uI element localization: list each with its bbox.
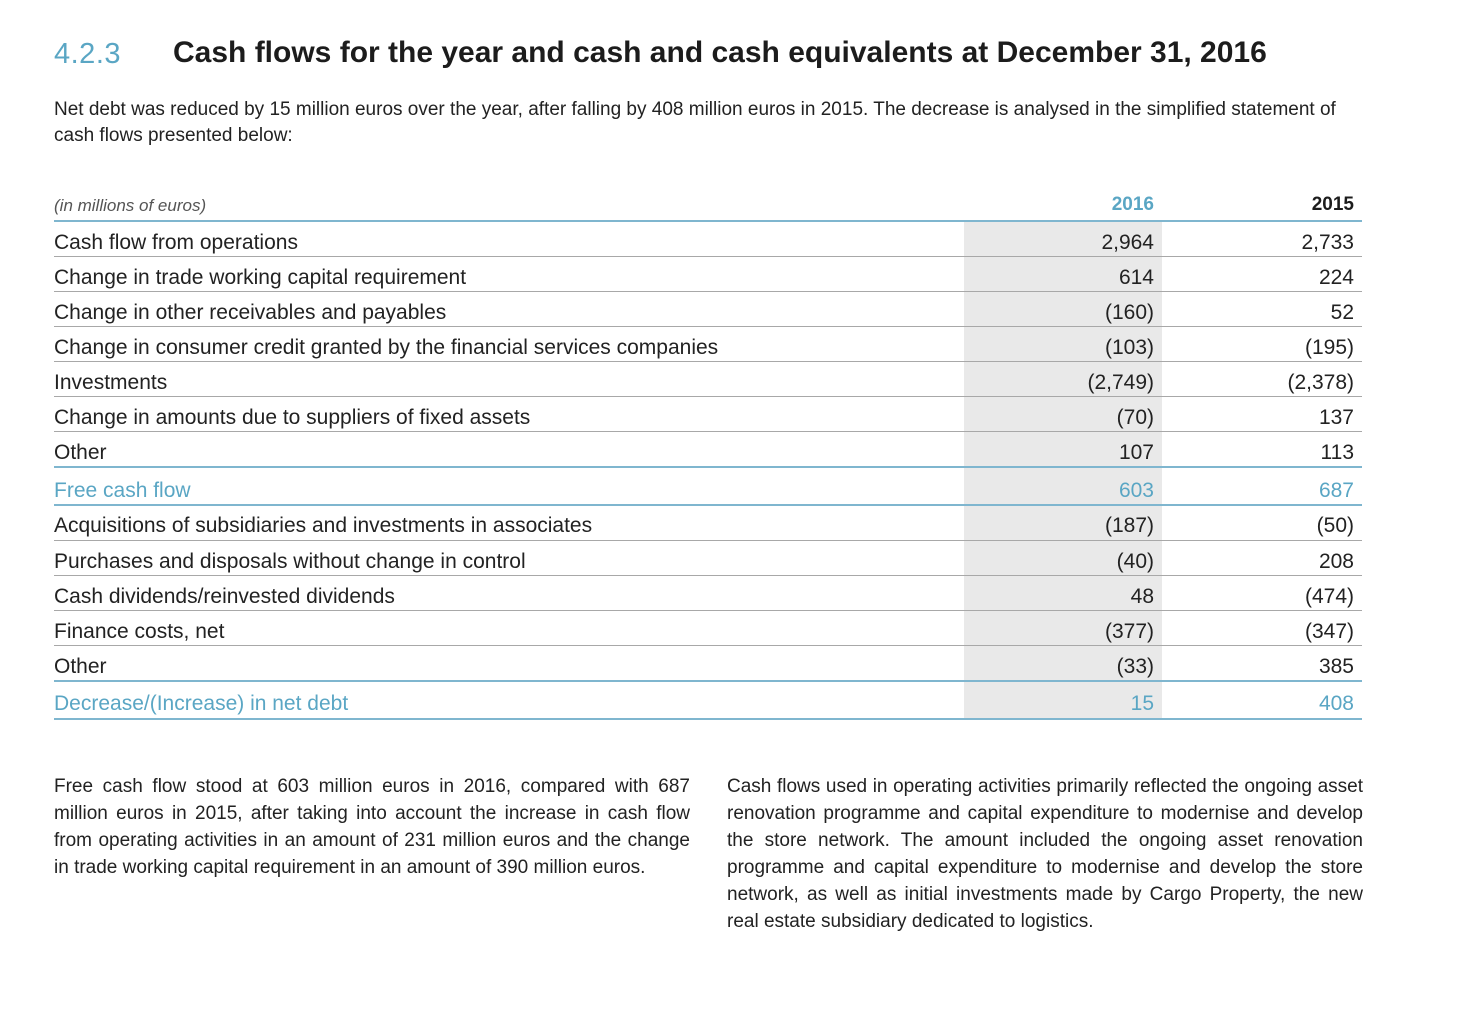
row-label: Purchases and disposals without change i…	[54, 550, 526, 573]
table-row: Change in amounts due to suppliers of fi…	[54, 397, 1362, 432]
row-label: Cash dividends/reinvested dividends	[54, 585, 395, 608]
commentary-left: Free cash flow stood at 603 million euro…	[54, 776, 690, 878]
row-value-2015: 52	[1330, 301, 1354, 324]
table-row: Purchases and disposals without change i…	[54, 541, 1362, 576]
row-value-2016: 603	[1118, 479, 1154, 502]
row-value-2016: (33)	[1116, 655, 1154, 678]
row-value-2016: (2,749)	[1087, 371, 1154, 394]
row-value-2016: 614	[1118, 266, 1154, 289]
row-label: Investments	[54, 371, 168, 394]
row-value-2015: (2,378)	[1287, 371, 1354, 394]
row-value-2016: (160)	[1104, 301, 1154, 324]
row-value-2015: (50)	[1316, 514, 1354, 537]
table-row: Acquisitions of subsidiaries and investm…	[54, 506, 1362, 541]
row-label: Decrease/(Increase) in net debt	[54, 692, 349, 715]
row-value-2015: 2,733	[1301, 231, 1354, 254]
row-label: Free cash flow	[54, 479, 191, 502]
row-label: Acquisitions of subsidiaries and investm…	[54, 514, 593, 537]
row-value-2015: (195)	[1304, 336, 1354, 359]
unit-label: (in millions of euros)	[54, 196, 207, 215]
row-value-2015: 208	[1318, 550, 1354, 573]
row-value-2016: 48	[1130, 585, 1154, 608]
table-row: Cash flow from operations 2,964 2,733	[54, 222, 1362, 257]
table-row: Cash dividends/reinvested dividends 48 (…	[54, 576, 1362, 611]
table-row-net-debt-total: Decrease/(Increase) in net debt 15 408	[54, 682, 1362, 720]
row-value-2016: (70)	[1116, 406, 1154, 429]
row-label: Other	[54, 441, 107, 464]
row-value-2015: 137	[1318, 406, 1354, 429]
table-row: Change in trade working capital requirem…	[54, 257, 1362, 292]
column-2016-shading	[964, 222, 1162, 720]
row-label: Finance costs, net	[54, 620, 225, 643]
column-header-2015: 2015	[1311, 194, 1354, 215]
row-label: Change in consumer credit granted by the…	[54, 336, 719, 359]
row-value-2016: (103)	[1104, 336, 1154, 359]
table-row-free-cash-flow: Free cash flow 603 687	[54, 468, 1362, 506]
table-row: Other (33) 385	[54, 646, 1362, 682]
table-row: Finance costs, net (377) (347)	[54, 611, 1362, 646]
table-header: (in millions of euros) 2016 2015	[54, 192, 1362, 222]
section-heading: 4.2.3 Cash flows for the year and cash a…	[54, 36, 1384, 80]
row-value-2016: 107	[1118, 441, 1154, 464]
row-value-2015: 687	[1318, 479, 1354, 502]
row-value-2016: 15	[1130, 692, 1154, 715]
row-value-2015: 113	[1320, 441, 1354, 464]
row-value-2016: (40)	[1116, 550, 1154, 573]
row-value-2015: 385	[1318, 655, 1354, 678]
commentary-right: Cash flows used in operating activities …	[727, 776, 1363, 932]
row-label: Other	[54, 655, 107, 678]
row-label: Change in trade working capital requirem…	[54, 266, 467, 289]
row-value-2016: (377)	[1104, 620, 1154, 643]
row-label: Change in other receivables and payables	[54, 301, 447, 324]
row-label: Change in amounts due to suppliers of fi…	[54, 406, 531, 429]
table-row: Other 107 113	[54, 432, 1362, 468]
table-row: Change in consumer credit granted by the…	[54, 327, 1362, 362]
row-value-2015: 408	[1318, 692, 1354, 715]
intro-paragraph: Net debt was reduced by 15 million euros…	[54, 99, 1336, 146]
section-number: 4.2.3	[54, 38, 121, 70]
cash-flow-table: (in millions of euros) 2016 2015 Cash fl…	[54, 192, 1362, 720]
row-value-2016: (187)	[1104, 514, 1154, 537]
row-value-2015: (347)	[1304, 620, 1354, 643]
column-header-2016: 2016	[1111, 194, 1154, 215]
table-row: Investments (2,749) (2,378)	[54, 362, 1362, 397]
table-row: Change in other receivables and payables…	[54, 292, 1362, 327]
row-label: Cash flow from operations	[54, 231, 298, 254]
row-value-2015: 224	[1318, 266, 1354, 289]
row-value-2015: (474)	[1304, 585, 1354, 608]
row-value-2016: 2,964	[1101, 231, 1154, 254]
section-title: Cash flows for the year and cash and cas…	[173, 36, 1267, 69]
